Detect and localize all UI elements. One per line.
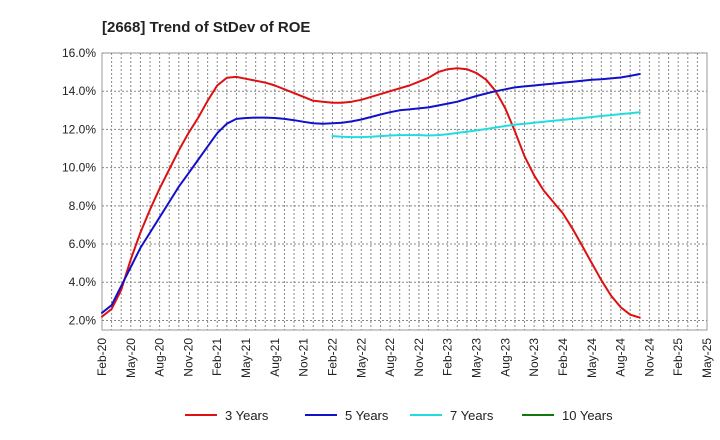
- y-tick-label: 14.0%: [62, 84, 96, 98]
- series-lines: [101, 67, 641, 319]
- x-tick-label: Nov-24: [642, 338, 656, 377]
- x-tick-label: Nov-23: [527, 338, 541, 377]
- grid-lines: [102, 52, 707, 330]
- y-tick-label: 12.0%: [62, 122, 96, 136]
- y-axis-ticks: 2.0% 4.0% 6.0% 8.0% 10.0% 12.0% 14.0% 16.0%: [62, 46, 96, 327]
- x-tick-label: May-24: [585, 338, 599, 378]
- x-tick-label: Aug-23: [498, 338, 512, 377]
- y-tick-label: 6.0%: [69, 237, 97, 251]
- x-tick-label: Feb-24: [556, 338, 570, 376]
- y-tick-label: 2.0%: [69, 313, 97, 327]
- x-tick-label: May-21: [239, 338, 253, 378]
- series-line-3: [331, 111, 641, 139]
- x-tick-label: May-25: [700, 338, 714, 378]
- legend: 3 Years 5 Years 7 Years 10 Years: [185, 408, 613, 423]
- x-tick-label: May-22: [354, 338, 368, 378]
- x-tick-label: Feb-22: [325, 338, 339, 376]
- x-tick-label: Aug-21: [268, 338, 282, 377]
- x-tick-label: Feb-21: [210, 338, 224, 376]
- y-tick-label: 10.0%: [62, 161, 96, 175]
- x-tick-label: Feb-25: [671, 338, 685, 376]
- series-line-1: [101, 67, 641, 319]
- legend-label-4: 10 Years: [562, 408, 613, 423]
- x-tick-label: Nov-21: [297, 338, 311, 377]
- x-tick-label: May-23: [470, 338, 484, 378]
- y-tick-label: 16.0%: [62, 46, 96, 60]
- y-tick-label: 8.0%: [69, 199, 97, 213]
- x-tick-label: Nov-20: [181, 338, 195, 377]
- series-line-2: [101, 73, 641, 314]
- plot-area: [101, 52, 708, 331]
- y-tick-label: 4.0%: [69, 275, 97, 289]
- x-tick-label: Aug-24: [614, 338, 628, 377]
- x-axis-ticks: Feb-20 May-20 Aug-20 Nov-20 Feb-21 May-21 Aug-…: [95, 338, 714, 378]
- chart-title: [2668] Trend of StDev of ROE: [102, 19, 310, 36]
- x-tick-label: Aug-22: [383, 338, 397, 377]
- legend-label-1: 3 Years: [225, 408, 269, 423]
- x-tick-label: Nov-22: [412, 338, 426, 377]
- legend-label-2: 5 Years: [345, 408, 389, 423]
- legend-label-3: 7 Years: [450, 408, 494, 423]
- x-tick-label: May-20: [124, 338, 138, 378]
- x-tick-label: Feb-23: [441, 338, 455, 376]
- x-tick-label: Feb-20: [95, 338, 109, 376]
- x-tick-label: Aug-20: [153, 338, 167, 377]
